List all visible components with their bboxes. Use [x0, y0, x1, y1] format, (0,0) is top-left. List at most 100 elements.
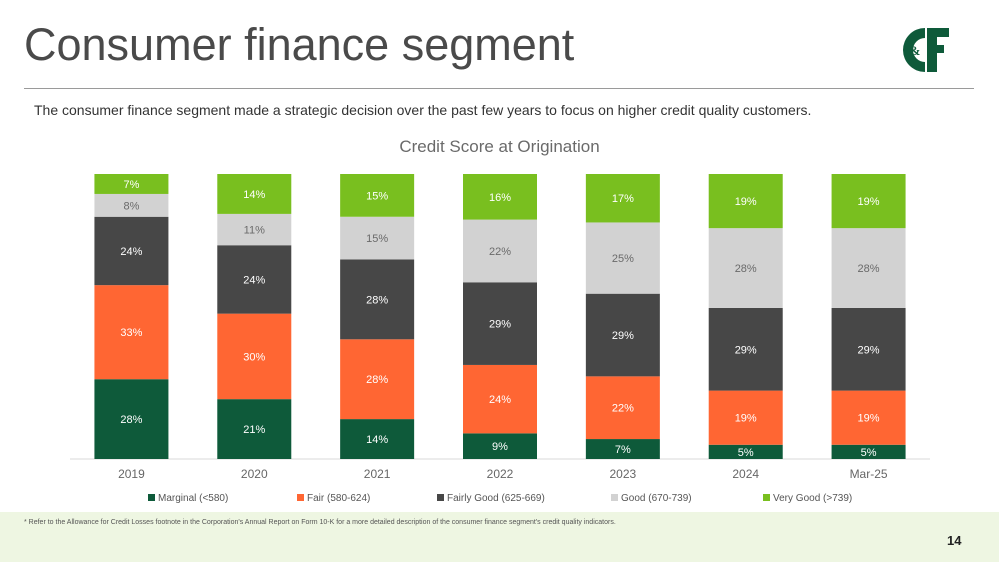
data-label: 19%	[735, 196, 757, 208]
logo-f-top-bar	[927, 28, 949, 37]
bar-segment	[585, 174, 660, 223]
bar-segment	[585, 439, 660, 459]
legend-swatch	[148, 494, 155, 501]
legend-label: Fairly Good (625-669)	[447, 493, 545, 504]
x-tick-label: 2019	[118, 467, 145, 481]
bar-segment	[463, 433, 537, 459]
data-label: 28%	[120, 414, 142, 426]
chart-title: Credit Score at Origination	[399, 137, 600, 156]
bar-segment	[94, 174, 169, 194]
bar-segment	[340, 216, 415, 260]
data-label: 28%	[735, 263, 757, 275]
legend-swatch	[437, 494, 444, 501]
x-tick-label: 2023	[610, 467, 637, 481]
data-label: 9%	[492, 441, 508, 453]
bar-segment	[340, 174, 415, 217]
legend-swatch	[611, 494, 618, 501]
bar-segment	[217, 313, 292, 400]
bar-segment	[340, 419, 415, 459]
legend-item: Very Good (>739)	[763, 493, 852, 504]
bar-segment	[708, 307, 783, 391]
data-label: 14%	[366, 434, 388, 446]
data-label: 7%	[615, 444, 631, 456]
data-label: 29%	[489, 319, 511, 331]
bar-segment	[94, 285, 169, 380]
data-label: 30%	[243, 351, 265, 363]
chart-legend: Marginal (<580) Fair (580-624) Fairly Good…	[0, 493, 999, 507]
legend-swatch	[763, 494, 770, 501]
bar-segment	[217, 399, 292, 459]
data-label: 15%	[366, 190, 388, 202]
bar-segment	[831, 390, 906, 445]
bar-segment	[585, 293, 660, 377]
logo-c-shape	[903, 28, 925, 72]
data-label: 17%	[612, 193, 634, 205]
bar-segment	[831, 228, 906, 308]
bar-segment	[831, 444, 906, 459]
data-label: 8%	[123, 200, 139, 212]
data-label: 28%	[858, 263, 880, 275]
data-label: 28%	[366, 374, 388, 386]
data-label: 29%	[858, 344, 880, 356]
legend-item: Fair (580-624)	[297, 493, 370, 504]
title-divider	[24, 88, 974, 89]
footer-band	[0, 512, 999, 562]
data-label: 5%	[738, 447, 754, 459]
bar-segment	[585, 376, 660, 440]
data-label: 24%	[243, 274, 265, 286]
bar-segment	[217, 213, 292, 246]
bar-segment	[340, 339, 415, 420]
logo-f-mid-bar	[927, 45, 944, 53]
data-label: 19%	[858, 413, 880, 425]
data-label: 33%	[120, 327, 142, 339]
data-label: 5%	[861, 447, 877, 459]
data-label: 15%	[366, 233, 388, 245]
data-label: 11%	[244, 225, 265, 237]
data-label: 24%	[120, 246, 142, 258]
bar-segment	[708, 228, 783, 308]
data-label: 29%	[735, 344, 757, 356]
data-label: 29%	[612, 330, 634, 342]
page-number: 14	[947, 533, 962, 548]
bar-segment	[217, 245, 292, 314]
data-label: 22%	[489, 246, 511, 258]
legend-label: Fair (580-624)	[307, 493, 371, 504]
bar-segment	[217, 174, 292, 214]
legend-label: Good (670-739)	[621, 493, 692, 504]
x-tick-label: 2021	[364, 467, 391, 481]
data-label: 28%	[366, 294, 388, 306]
legend-swatch	[297, 494, 304, 501]
legend-item: Fairly Good (625-669)	[437, 493, 545, 504]
bar-segment	[463, 364, 537, 434]
data-label: 24%	[489, 394, 511, 406]
bar-segment	[94, 193, 169, 217]
bar-segment	[463, 282, 537, 365]
legend-label: Very Good (>739)	[773, 493, 853, 504]
legend-item: Marginal (<580)	[148, 493, 228, 504]
logo-ampersand: &	[910, 43, 921, 58]
x-tick-label: 2024	[732, 467, 759, 481]
company-logo: &	[903, 28, 949, 72]
data-label: 19%	[735, 413, 757, 425]
footnote-text: * Refer to the Allowance for Credit Loss…	[24, 519, 616, 526]
x-tick-label: 2022	[487, 467, 514, 481]
bar-segment	[340, 259, 415, 340]
data-label: 25%	[612, 253, 634, 265]
x-tick-label: 2020	[241, 467, 268, 481]
subtitle-text: The consumer finance segment made a stra…	[34, 102, 812, 118]
bar-segment	[708, 174, 783, 229]
data-label: 7%	[123, 179, 139, 191]
bar-segment	[708, 390, 783, 445]
data-label: 21%	[243, 424, 265, 436]
legend-item: Good (670-739)	[611, 493, 692, 504]
bar-segment	[94, 379, 169, 459]
bar-segment	[463, 174, 537, 220]
data-label: 22%	[612, 403, 634, 415]
data-label: 14%	[243, 189, 265, 201]
legend-label: Marginal (<580)	[158, 493, 229, 504]
bar-segment	[831, 307, 906, 391]
data-label: 16%	[489, 192, 511, 204]
page-title: Consumer finance segment	[24, 19, 575, 70]
bar-segment	[831, 174, 906, 229]
